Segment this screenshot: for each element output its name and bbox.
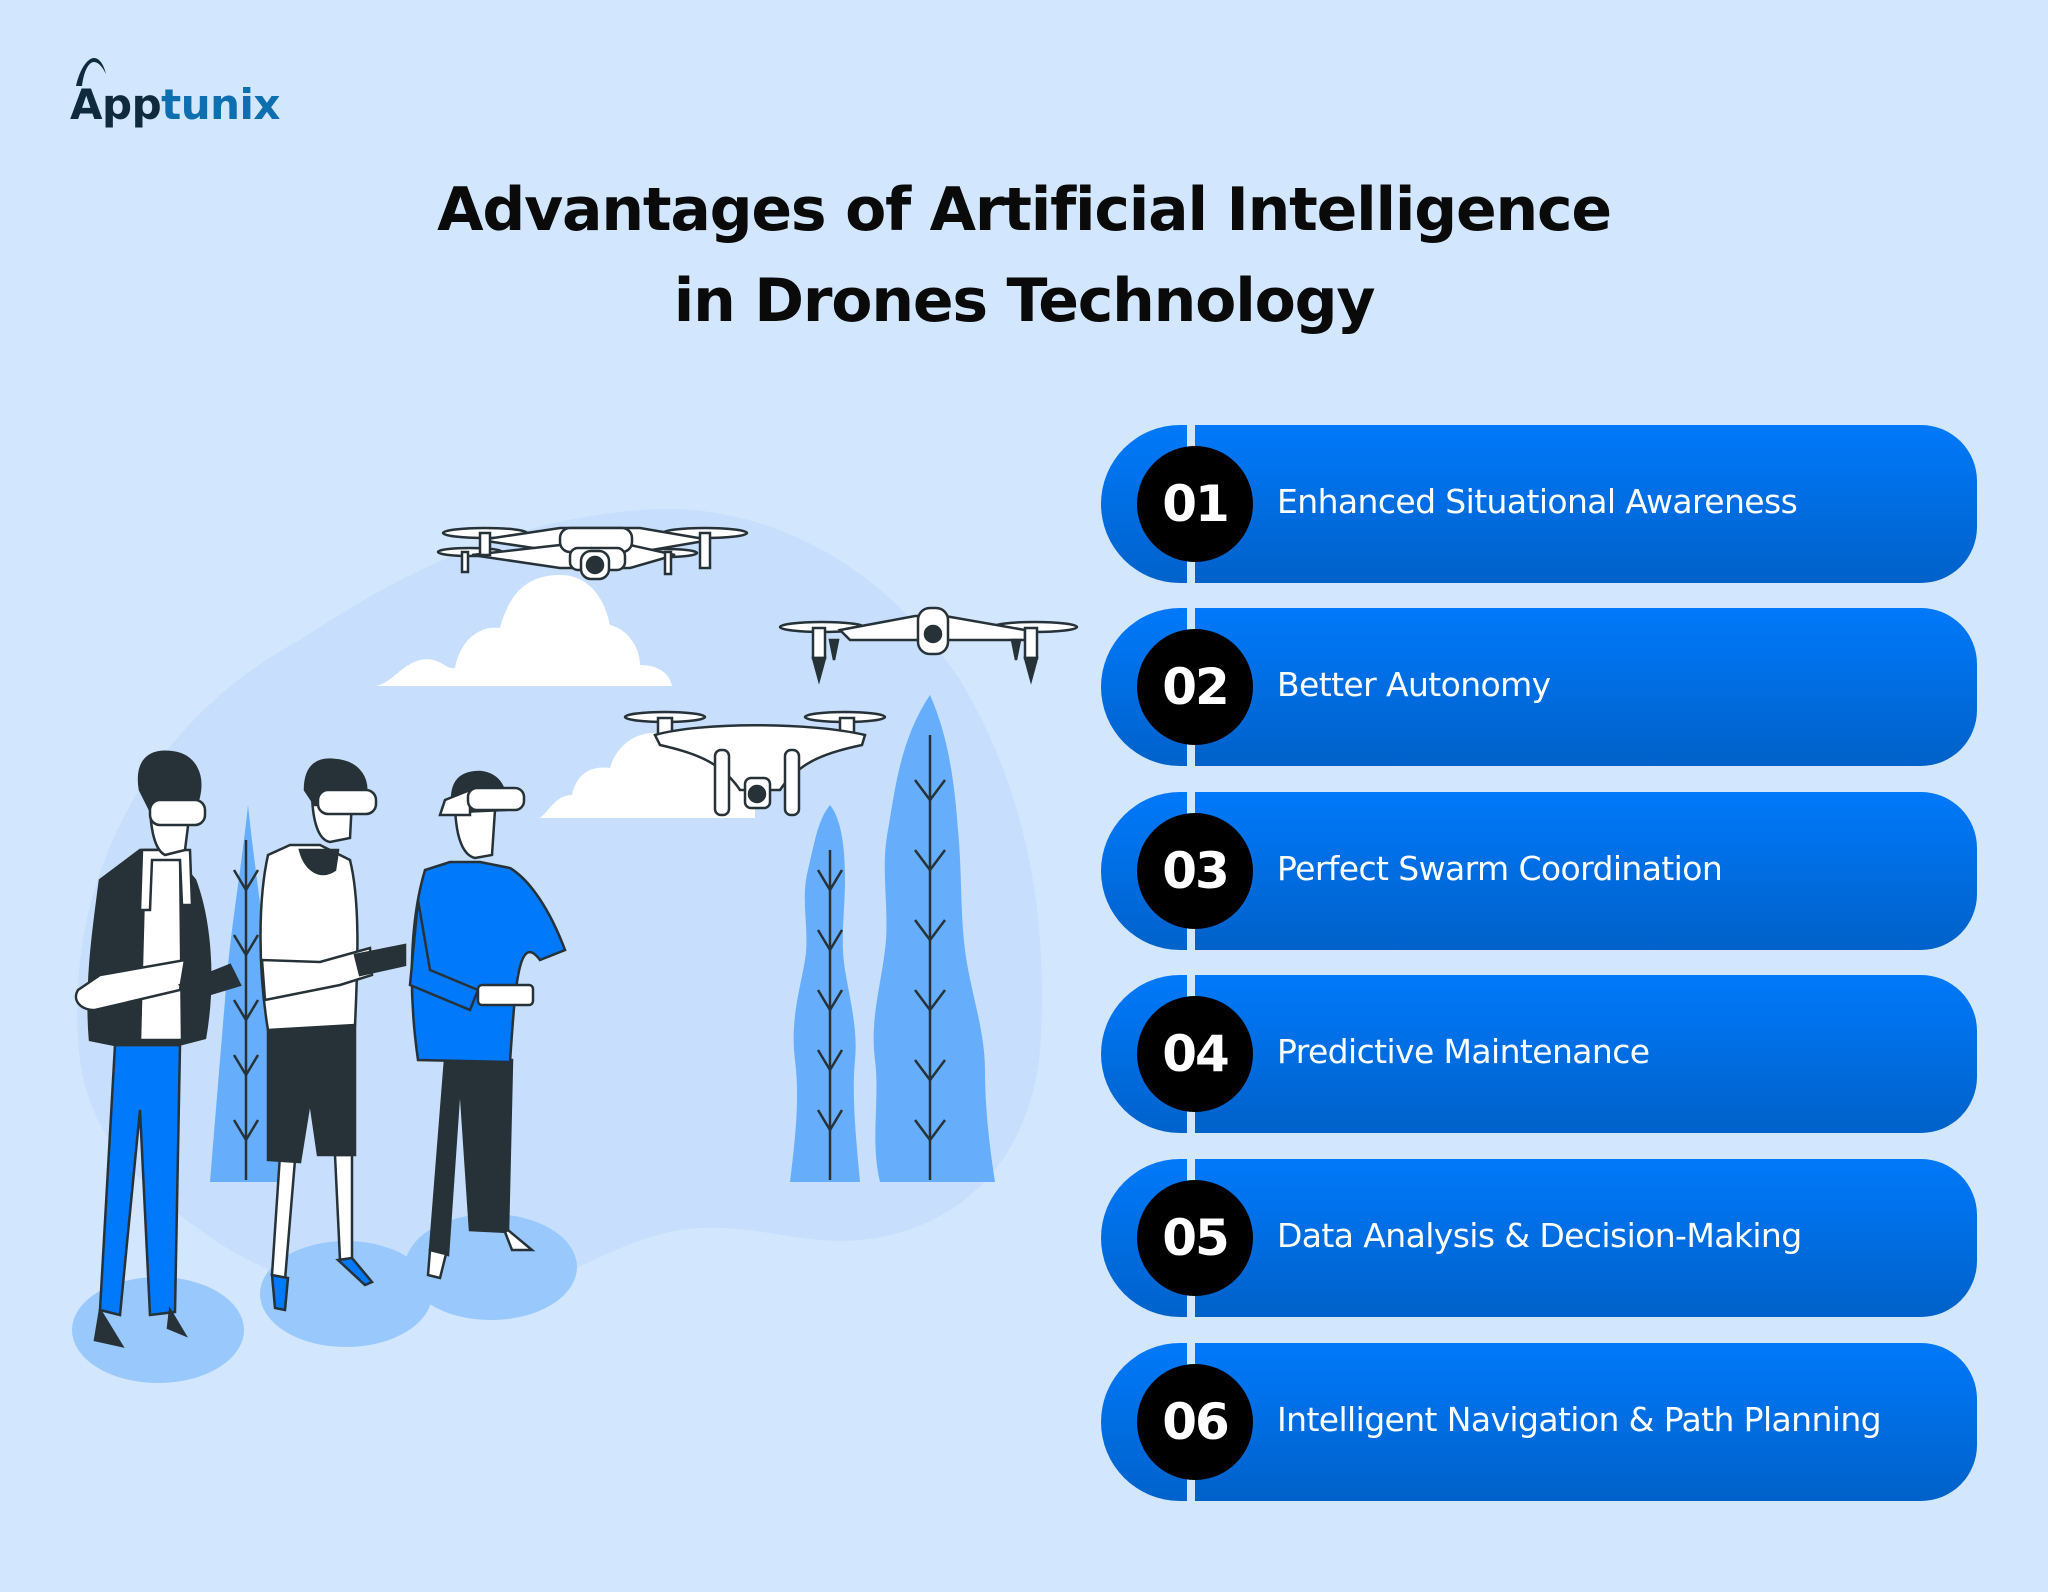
list-item: 02 Better Autonomy bbox=[1101, 608, 1977, 766]
pill-body bbox=[1195, 425, 1977, 583]
apptunix-logo: Apptunix bbox=[70, 56, 281, 129]
drone-pilots-illustration bbox=[72, 508, 1079, 1383]
cloud-icon bbox=[373, 575, 672, 686]
item-label: Intelligent Navigation & Path Planning bbox=[1277, 1399, 1882, 1439]
number-badge: 02 bbox=[1137, 629, 1253, 745]
drone-icon bbox=[436, 526, 749, 581]
drone-icon bbox=[623, 710, 887, 817]
list-item: 05 Data Analysis & Decision-Making bbox=[1101, 1159, 1977, 1317]
item-label: Predictive Maintenance bbox=[1277, 1031, 1650, 1071]
pill-body bbox=[1195, 975, 1977, 1133]
tree-icon bbox=[873, 695, 995, 1182]
tree-icon bbox=[790, 805, 860, 1182]
list-item: 03 Perfect Swarm Coordination bbox=[1101, 792, 1977, 950]
person-icon bbox=[259, 758, 407, 1312]
list-item: 01 Enhanced Situational Awareness bbox=[1101, 425, 1977, 583]
shadow bbox=[260, 1241, 432, 1347]
item-label: Data Analysis & Decision-Making bbox=[1277, 1215, 1802, 1255]
item-label: Enhanced Situational Awareness bbox=[1277, 481, 1798, 521]
pill-body bbox=[1195, 1159, 1977, 1317]
logo-arc-icon bbox=[76, 58, 106, 86]
number-badge: 03 bbox=[1137, 813, 1253, 929]
item-label: Perfect Swarm Coordination bbox=[1277, 848, 1723, 888]
list-item: 06 Intelligent Navigation & Path Plannin… bbox=[1101, 1343, 1977, 1501]
page-title: Advantages of Artificial Intelligence in… bbox=[0, 165, 2048, 347]
number-badge: 04 bbox=[1137, 996, 1253, 1112]
number-badge: 05 bbox=[1137, 1180, 1253, 1296]
item-label: Better Autonomy bbox=[1277, 664, 1551, 704]
pill-body bbox=[1195, 608, 1977, 766]
drone-icon bbox=[778, 606, 1079, 685]
logo-text: Apptunix bbox=[70, 80, 281, 129]
person-icon bbox=[408, 770, 567, 1280]
number-badge: 06 bbox=[1137, 1364, 1253, 1480]
number-badge: 01 bbox=[1137, 446, 1253, 562]
person-icon bbox=[74, 750, 242, 1348]
pill-body bbox=[1195, 792, 1977, 950]
title-line-1: Advantages of Artificial Intelligence bbox=[437, 175, 1612, 245]
pill-body bbox=[1195, 1343, 1977, 1501]
title-line-2: in Drones Technology bbox=[673, 266, 1376, 336]
list-item: 04 Predictive Maintenance bbox=[1101, 975, 1977, 1133]
